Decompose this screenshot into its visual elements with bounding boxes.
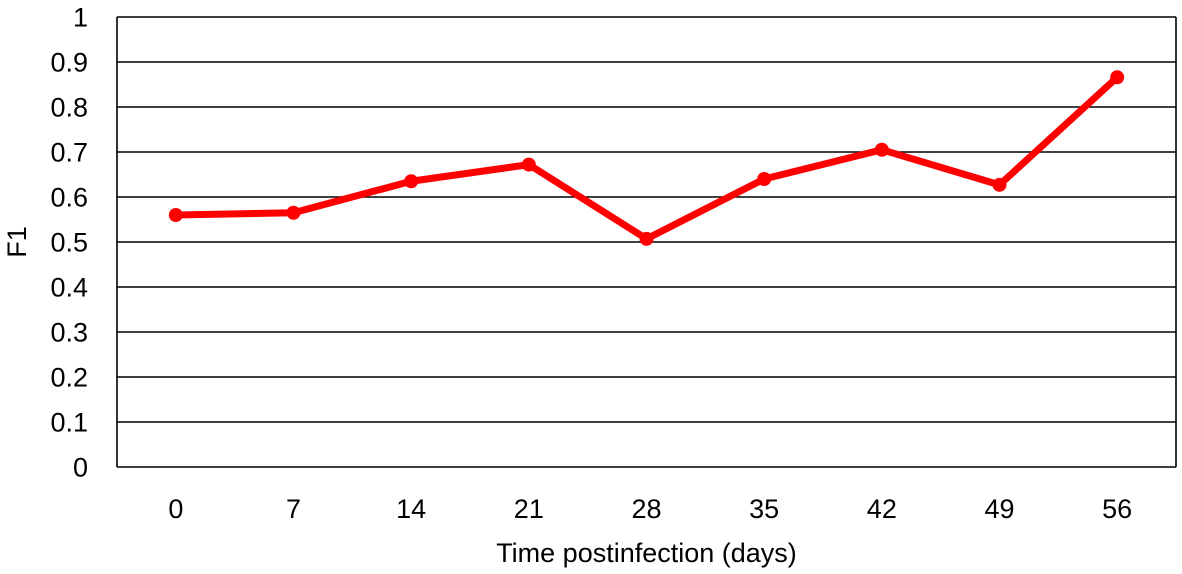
data-point bbox=[404, 174, 419, 189]
data-point bbox=[874, 142, 889, 157]
series-layer bbox=[168, 70, 1125, 246]
y-tick-label: 0.2 bbox=[50, 363, 88, 393]
x-tick-label: 28 bbox=[631, 494, 661, 524]
data-point bbox=[168, 208, 183, 222]
series-line bbox=[172, 73, 1121, 243]
data-point bbox=[521, 157, 536, 172]
y-tick-label: 0.5 bbox=[50, 228, 88, 258]
y-tick-label: 0.3 bbox=[50, 318, 88, 348]
x-tick-label: 56 bbox=[1102, 494, 1132, 524]
data-point bbox=[992, 177, 1007, 192]
data-point bbox=[639, 231, 654, 246]
data-point bbox=[286, 205, 301, 220]
y-tick-label: 0.1 bbox=[50, 408, 88, 438]
y-tick-label: 0.7 bbox=[50, 138, 88, 168]
x-tick-label: 14 bbox=[396, 494, 426, 524]
data-point bbox=[757, 172, 772, 186]
x-tick-label: 35 bbox=[749, 494, 779, 524]
data-point bbox=[1110, 70, 1125, 85]
axes bbox=[116, 17, 1177, 468]
y-tick-label: 0.9 bbox=[50, 48, 88, 78]
y-tick-label: 0 bbox=[73, 453, 88, 483]
y-tick-label: 1 bbox=[73, 3, 88, 33]
y-tick-labels: 0 0.1 0.2 0.3 0.4 0.5 0.6 0.7 0.8 0.9 1 bbox=[50, 3, 88, 483]
y-axis-title: F1 bbox=[2, 226, 32, 258]
y-tick-label: 0.4 bbox=[50, 273, 88, 303]
gridlines bbox=[117, 16, 1176, 423]
x-tick-label: 21 bbox=[514, 494, 544, 524]
y-tick-label: 0.6 bbox=[50, 183, 88, 213]
x-axis-title: Time postinfection (days) bbox=[496, 538, 797, 568]
y-tick-label: 0.8 bbox=[50, 93, 88, 123]
x-tick-label: 49 bbox=[984, 494, 1014, 524]
x-tick-label: 42 bbox=[867, 494, 897, 524]
x-tick-label: 0 bbox=[168, 494, 183, 524]
x-tick-labels: 0 7 14 21 28 35 42 49 56 bbox=[168, 494, 1132, 524]
x-tick-label: 7 bbox=[286, 494, 301, 524]
